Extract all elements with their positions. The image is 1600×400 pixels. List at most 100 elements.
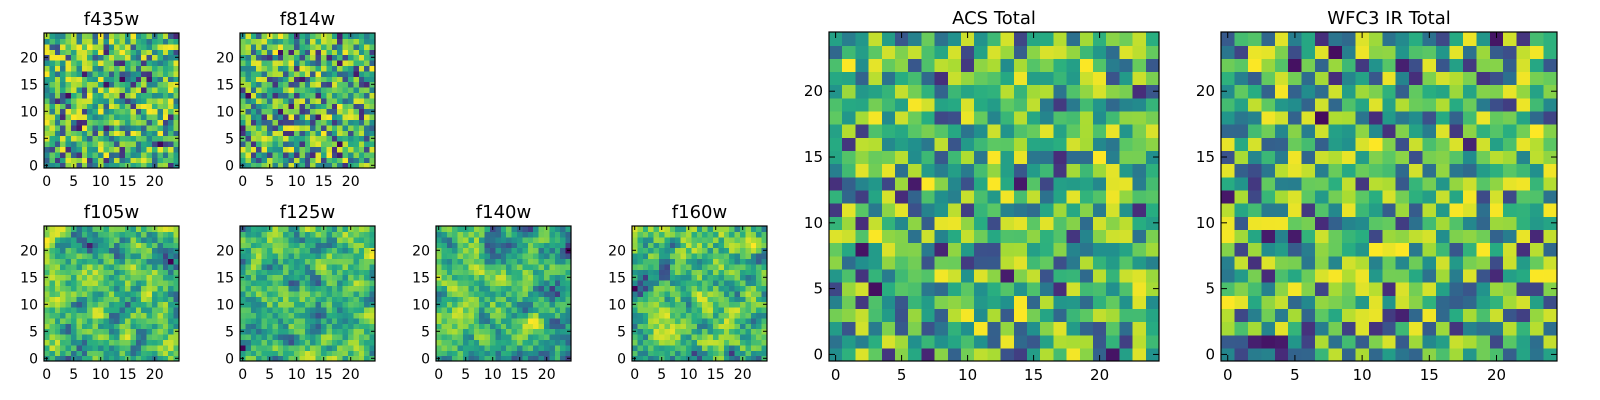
heatmap-cell [152, 280, 158, 286]
heatmap-cell [321, 269, 327, 276]
heatmap-cell [304, 253, 311, 259]
heatmap-cell [1395, 295, 1410, 309]
heatmap-cell [92, 258, 99, 265]
heatmap-cell [157, 274, 164, 281]
heatmap-cell [1119, 268, 1134, 283]
heatmap-cell [141, 307, 148, 313]
heatmap-cell [250, 81, 257, 88]
heatmap-cell [353, 141, 360, 147]
heatmap-cell [103, 247, 110, 254]
heatmap-cell [315, 43, 322, 50]
heatmap-cell [490, 269, 496, 276]
heatmap-cell [517, 285, 523, 292]
heatmap-cell [1234, 163, 1249, 178]
heatmap-cell [49, 307, 56, 313]
heatmap-cell [479, 312, 486, 319]
heatmap-cell [348, 285, 354, 292]
heatmap-cell [908, 321, 922, 336]
heatmap-cell [369, 65, 376, 72]
heatmap-cell [734, 355, 741, 362]
heatmap-cell [304, 274, 311, 281]
heatmap-cell [60, 114, 67, 120]
heatmap-cell [87, 258, 94, 265]
heatmap-cell [436, 290, 442, 297]
heatmap-cell [1079, 268, 1094, 283]
heatmap-cell [168, 328, 175, 335]
heatmap-cell [277, 296, 284, 303]
heatmap-cell [44, 258, 50, 265]
heatmap-cell [245, 87, 252, 93]
heatmap-cell [342, 114, 349, 120]
heatmap-cell [321, 141, 327, 147]
heatmap-cell [92, 323, 99, 330]
heatmap-cell [473, 317, 480, 324]
heatmap-cell [1288, 189, 1303, 204]
heatmap-cell [250, 258, 257, 265]
heatmap-cell [54, 114, 61, 120]
heatmap-cell [272, 130, 279, 137]
heatmap-cell [130, 253, 137, 259]
heatmap-cell [87, 108, 94, 115]
heatmap-cell [114, 49, 121, 56]
heatmap-cell [288, 253, 295, 259]
heatmap-cell [696, 242, 703, 249]
heatmap-cell [98, 236, 104, 243]
heatmap-cell [103, 307, 110, 313]
heatmap-cell [713, 285, 719, 292]
heatmap-cell [549, 258, 556, 265]
heatmap-cell [659, 242, 665, 249]
heatmap-cell [686, 236, 692, 243]
heatmap-cell [114, 97, 121, 104]
heatmap-cell [1328, 268, 1343, 283]
heatmap-cell [342, 247, 349, 254]
heatmap-cell [141, 76, 148, 83]
heatmap-cell [369, 334, 376, 340]
heatmap-cell [829, 308, 843, 323]
heatmap-cell [87, 247, 94, 254]
heatmap-cell [1395, 203, 1410, 217]
heatmap-cell [511, 247, 518, 254]
heatmap-cell [98, 263, 104, 270]
heatmap-cell [718, 226, 725, 232]
heatmap-cell [707, 323, 714, 330]
heatmap-cell [1145, 189, 1160, 204]
heatmap-cell [261, 307, 268, 313]
heatmap-cell [87, 97, 94, 104]
heatmap-cell [436, 231, 442, 238]
heatmap-cell [961, 229, 975, 244]
heatmap-cell [173, 141, 180, 147]
heatmap-cell [842, 321, 856, 336]
heatmap-cell [1462, 282, 1477, 296]
heatmap-cell [54, 355, 61, 362]
heatmap-cell [342, 130, 349, 137]
heatmap-cell [256, 49, 263, 56]
heatmap-cell [1132, 334, 1147, 349]
heatmap-cell [441, 274, 448, 281]
heatmap-cell [294, 328, 300, 335]
heatmap-cell [1261, 282, 1276, 296]
heatmap-cell [1027, 163, 1041, 178]
heatmap-cell [1093, 268, 1107, 283]
heatmap-cell [1530, 203, 1545, 217]
heatmap-cell [369, 119, 376, 126]
heatmap-cell [506, 307, 513, 313]
heatmap-cell [146, 87, 153, 93]
heatmap-cell [141, 339, 148, 346]
x-tick-label: 5 [897, 366, 907, 384]
heatmap-cell [947, 282, 962, 296]
heatmap-cell [734, 307, 741, 313]
heatmap-cell [436, 344, 442, 351]
heatmap-cell [691, 355, 698, 362]
heatmap-cell [1000, 242, 1015, 257]
heatmap-cell [135, 135, 142, 142]
heatmap-cell [908, 282, 922, 296]
heatmap-cell [1093, 71, 1107, 86]
heatmap-cell [696, 296, 703, 303]
heatmap-cell [337, 157, 344, 164]
heatmap-cell [1436, 308, 1451, 323]
heatmap-cell [162, 108, 169, 115]
heatmap-cell [146, 339, 153, 346]
heatmap-cell [642, 317, 649, 324]
heatmap-cell [119, 103, 126, 110]
heatmap-cell [358, 54, 365, 61]
